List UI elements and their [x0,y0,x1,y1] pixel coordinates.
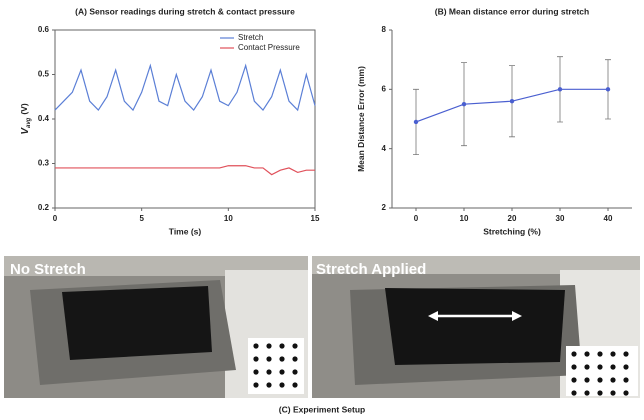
x-tick-label: 20 [508,214,517,223]
chart-title: (B) Mean distance error during stretch [435,6,589,16]
dot [610,390,616,396]
dot [610,364,616,370]
photo-right [312,256,640,398]
dot [292,356,298,362]
dot [253,382,259,388]
dot [292,369,298,375]
dot [571,377,577,383]
dot [571,351,577,357]
x-tick-label: 10 [224,214,233,223]
dot [584,390,590,396]
dot [597,377,603,383]
y-axis-label-part: V [20,127,31,135]
y-axis-label: Vavg (V) [19,103,31,135]
x-tick-label: 10 [460,214,469,223]
dot [610,351,616,357]
point [413,119,419,125]
dot [597,390,603,396]
dot [584,377,590,383]
dot [623,351,629,357]
dot [279,369,285,375]
x-tick-label: 0 [53,214,58,223]
panel-caption: (C) Experiment Setup [279,404,365,414]
x-tick-label: 30 [556,214,565,223]
point [461,101,467,107]
y-tick-label: 0.3 [38,159,50,168]
dot [623,364,629,370]
dot [279,343,285,349]
y-tick-label: 2 [382,203,387,212]
y-axis-label-part: (V) [19,103,29,115]
dot [279,356,285,362]
right-photo-label: Stretch Applied [316,261,426,278]
dot [266,369,272,375]
dot [610,377,616,383]
point [509,99,515,104]
x-tick-label: 40 [604,214,613,223]
y-tick-label: 0.6 [38,25,50,34]
dot [597,364,603,370]
y-axis-label-part: Mean Distance Error (mm) [356,66,366,172]
dot [584,351,590,357]
dot [623,377,629,383]
dot [279,382,285,388]
y-tick-label: 6 [382,84,387,93]
dot [597,351,603,357]
dot [571,390,577,396]
dot-grids [253,343,629,396]
plot-frame [54,29,316,209]
dot [266,356,272,362]
dot [253,369,259,375]
point [605,87,611,92]
dot [292,343,298,349]
dot [253,343,259,349]
y-tick-label: 4 [382,144,387,153]
legend-label: Contact Pressure [238,43,300,52]
chart-title: (A) Sensor readings during stretch & con… [75,6,295,16]
dot [266,343,272,349]
y-axis-label: Mean Distance Error (mm) [356,66,366,172]
dot [584,364,590,370]
y-tick-label: 0.2 [38,203,50,212]
y-tick-label: 8 [382,25,387,34]
dot [623,390,629,396]
y-axis-label-part: avg [26,117,32,128]
x-tick-label: 15 [311,214,320,223]
dot [266,382,272,388]
point [557,87,563,92]
legend-label: Stretch [238,33,263,42]
series-line [55,165,315,176]
dot [571,364,577,370]
x-tick-label: 0 [414,214,419,223]
x-axis-label: Stretching (%) [483,226,541,236]
dot [253,356,259,362]
x-axis-label: Time (s) [169,226,202,236]
dot [292,382,298,388]
y-tick-label: 0.5 [38,70,50,79]
series-line [54,63,316,112]
left-photo-label: No Stretch [10,261,86,278]
x-tick-label: 5 [139,214,144,223]
y-tick-label: 0.4 [38,114,50,123]
